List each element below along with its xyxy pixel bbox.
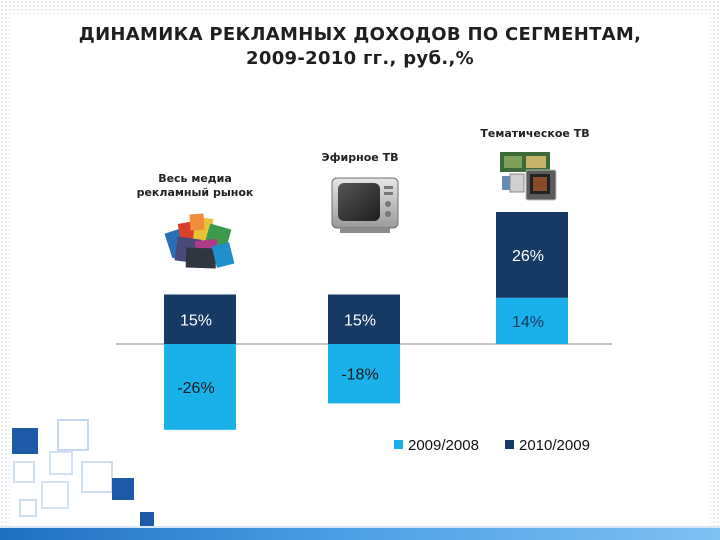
page-title-line-1: ДИНАМИКА РЕКЛАМНЫХ ДОХОДОВ ПО СЕГМЕНТАМ, [78,24,642,45]
decorative-squares [12,419,154,526]
bar-2009-2008-cat-1 [328,344,400,404]
bar-label-2010-2009-cat-2: 26% [512,248,544,265]
legend-swatch-2009-2008 [394,440,403,449]
chart-bars [164,212,568,430]
bar-2010-2009-cat-0 [164,294,236,344]
category-label-broadcast-tv: Эфирное ТВ [321,151,399,164]
bar-2010-2009-cat-1 [328,294,400,344]
bar-label-2010-2009-cat-0: 15% [180,312,212,329]
category-label-thematic-tv: Тематическое ТВ [480,127,590,140]
bar-label-2009-2008-cat-2: 14% [512,314,544,331]
magazines-stack-icon [164,213,235,269]
tv-set-icon [331,177,399,233]
bottom-band [0,526,720,540]
chart-legend: 2009/2008 2010/2009 [394,437,590,454]
legend-label-2010-2009: 2010/2009 [519,437,590,454]
bar-2010-2009-cat-2 [496,212,568,298]
category-label-media-market: Весь медиа рекламный рынок [136,172,254,199]
thematic-tv-screens-icon [500,152,557,201]
bar-2009-2008-cat-2 [496,297,568,344]
legend-label-2009-2008: 2009/2008 [408,437,479,454]
chart-bar-labels: -26% 15% -18% 15% 14% 26% [177,248,544,397]
bar-label-2009-2008-cat-0: -26% [177,380,214,397]
legend-swatch-2010-2009 [505,440,514,449]
bar-2009-2008-cat-0 [164,344,236,430]
page-title-line-2: 2009-2010 гг., руб.,% [246,48,474,69]
bar-label-2010-2009-cat-1: 15% [344,312,376,329]
bar-label-2009-2008-cat-1: -18% [341,367,378,384]
